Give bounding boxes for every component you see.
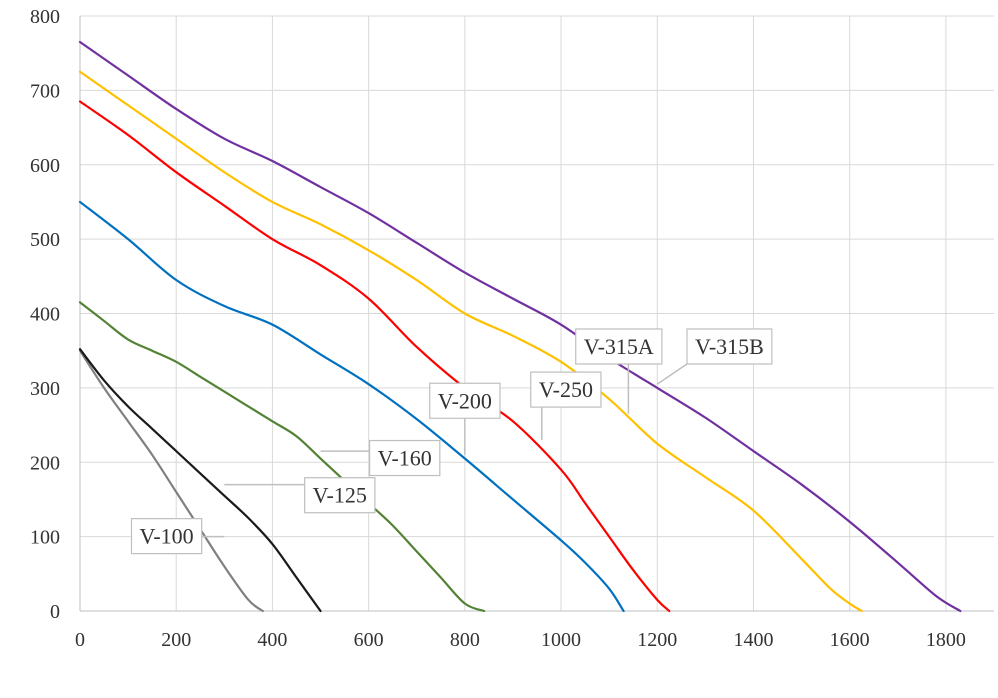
axes: [79, 16, 994, 612]
y-tick-label: 200: [30, 452, 60, 474]
callout-label: V-125: [313, 483, 367, 508]
y-tick-label: 500: [30, 229, 60, 251]
x-tick-label: 1600: [830, 629, 870, 651]
callout-v-100: V-100: [130, 518, 225, 555]
callout-v-250: V-250: [530, 371, 602, 440]
x-tick-label: 1800: [926, 629, 966, 651]
x-tick-label: 200: [161, 629, 191, 651]
y-tick-label: 600: [30, 155, 60, 177]
x-tick-label: 1200: [637, 629, 677, 651]
gridlines: [80, 15, 994, 611]
series-line-v-100: [78, 349, 264, 613]
callout-label: V-250: [539, 377, 593, 402]
callout-label: V-315A: [584, 334, 654, 359]
x-tick-label: 600: [354, 629, 384, 651]
y-tick-label: 700: [30, 80, 60, 102]
y-tick-label: 100: [30, 527, 60, 549]
callout-label: V-160: [378, 446, 432, 471]
callout-box: [130, 518, 203, 555]
callout-v-125: V-125: [224, 477, 376, 514]
callout-label: V-100: [139, 524, 193, 549]
series-line-v-315a: [78, 70, 863, 613]
x-tick-label: 1000: [541, 629, 581, 651]
callout-v-200: V-200: [429, 382, 501, 455]
y-tick-label: 800: [30, 6, 60, 28]
series-line-v-250: [78, 100, 671, 613]
callout-v-315b: V-315B: [656, 328, 773, 385]
callout-label: V-200: [438, 388, 492, 413]
series-callouts: V-100 V-125 V-160 V-200 V-250 V-315A V-315B: [130, 328, 773, 555]
callout-box: [575, 328, 663, 365]
y-tick-label: 400: [30, 304, 60, 326]
series-lines: [78, 40, 962, 613]
x-tick-label: 800: [450, 629, 480, 651]
callout-box: [686, 328, 773, 365]
callout-box: [369, 439, 441, 477]
x-tick-label: 0: [75, 629, 85, 651]
series-line-v-160: [78, 301, 486, 613]
x-tick-labels: 0 200 400 600 800 1000 1200 1400 1600 1800: [75, 629, 966, 651]
callout-box: [304, 477, 376, 514]
series-line-v-315b: [78, 40, 962, 613]
callout-leader: [656, 363, 688, 385]
y-tick-labels: 0 100 200 300 400 500 600 700 800: [30, 6, 60, 623]
callout-label: V-315B: [695, 334, 764, 359]
callout-box: [530, 371, 602, 408]
series-line-v-125: [78, 348, 322, 613]
y-tick-label: 0: [50, 601, 60, 623]
series-line-v-200: [78, 200, 625, 613]
x-tick-label: 400: [257, 629, 287, 651]
callout-v-160: V-160: [320, 439, 441, 477]
callout-box: [429, 382, 501, 419]
y-tick-label: 300: [30, 378, 60, 400]
x-tick-label: 1400: [733, 629, 773, 651]
callout-v-315a: V-315A: [575, 328, 663, 414]
